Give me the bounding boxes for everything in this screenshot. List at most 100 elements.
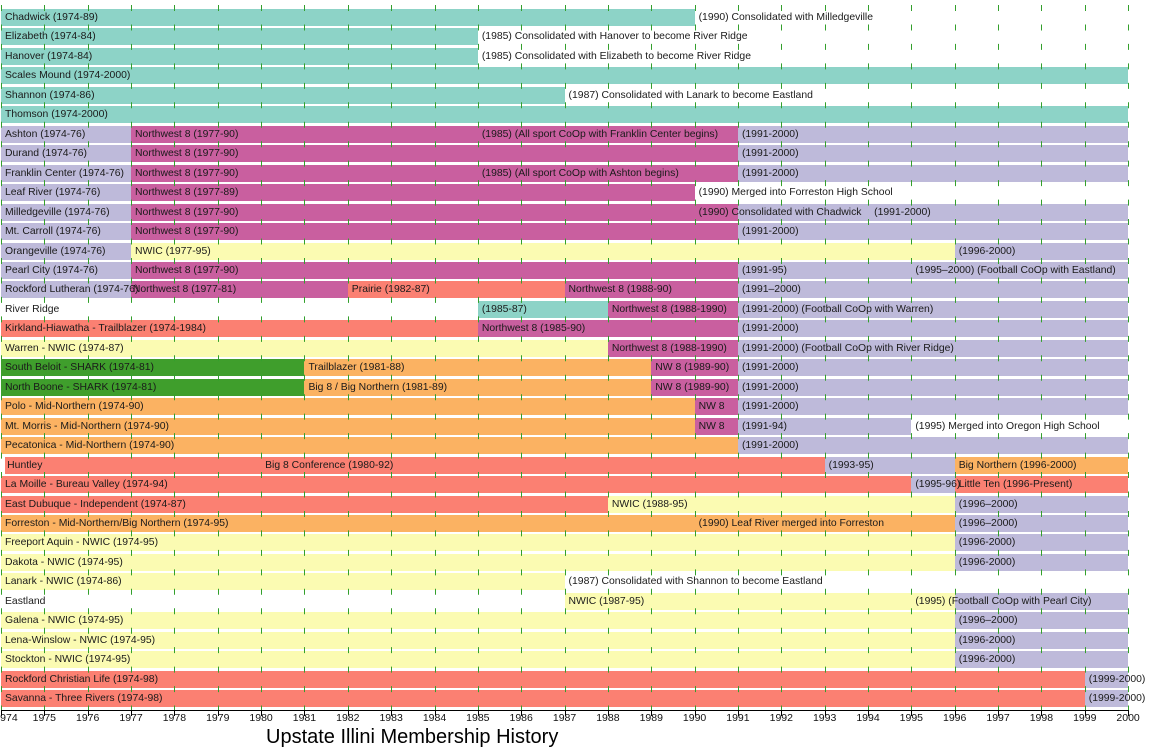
x-tick xyxy=(738,710,739,716)
timeline-bar-lavender xyxy=(737,378,1129,396)
school-label: Lanark - NWIC (1974-86) xyxy=(5,576,122,588)
period-label: Northwest 8 (1988-1990) xyxy=(611,303,727,315)
timeline-bar-teal xyxy=(1,106,1129,124)
x-tick xyxy=(1085,710,1086,716)
period-label: (1987) Consolidated with Lanark to becom… xyxy=(568,89,813,101)
x-tick xyxy=(1128,710,1129,716)
x-tick xyxy=(435,710,436,716)
timeline-bar-salmon xyxy=(1,690,1085,708)
period-label: (1996-2000) xyxy=(958,654,1016,666)
period-label: (1996-2000) xyxy=(958,634,1016,646)
period-label: (1985-87) xyxy=(481,303,527,315)
timeline-bar-lavender xyxy=(737,437,1129,455)
school-label: Rockford Christian Life (1974-98) xyxy=(5,673,159,685)
period-label: (1993-95) xyxy=(828,459,874,471)
timeline-bar-lavender xyxy=(824,456,955,474)
school-label: Ashton (1974-76) xyxy=(5,128,86,140)
x-tick-label: 1990 xyxy=(682,712,707,724)
x-tick-label: 1983 xyxy=(379,712,403,724)
period-label: (1990) Consolidated with Milledgeville xyxy=(698,12,874,23)
timeline-bar-magenta xyxy=(694,398,738,416)
period-label: (1990) Consolidated with Chadwick xyxy=(698,206,862,218)
x-tick xyxy=(825,710,826,716)
period-label: Northwest 8 (1977-89) xyxy=(135,187,239,199)
period-label: NW 8 (1989-90) xyxy=(655,381,730,393)
timeline-bar-green xyxy=(1,359,305,377)
period-label: Big Northern (1996-2000) xyxy=(958,459,1077,471)
timeline-bar-lavender xyxy=(1,125,132,143)
x-tick xyxy=(131,710,132,716)
period-label: (1985) (All sport CoOp with Franklin Cen… xyxy=(481,128,719,140)
period-label: (1991-2000) xyxy=(741,362,799,374)
timeline-bar-yellow xyxy=(131,242,955,260)
period-label: (1995) (Football CoOp with Pearl City) xyxy=(915,595,1092,607)
x-tick xyxy=(391,710,392,716)
period-label: (1991-2000) xyxy=(741,440,799,452)
school-label: Orangeville (1974-76) xyxy=(5,245,106,257)
x-tick xyxy=(911,710,912,716)
x-tick-label: 2000 xyxy=(1116,712,1140,724)
timeline-bar-lavender xyxy=(737,145,1129,163)
timeline-bar-teal xyxy=(477,300,608,318)
school-label: Galena - NWIC (1974-95) xyxy=(5,615,124,627)
x-tick-label: 1988 xyxy=(596,712,620,724)
period-label: (1999-2000) xyxy=(1088,693,1146,705)
x-tick-label: 1999 xyxy=(1073,712,1097,724)
school-label: Pearl City (1974-76) xyxy=(5,264,98,276)
x-tick xyxy=(44,710,45,716)
chart-title: Upstate Illini Membership History xyxy=(266,726,559,748)
period-label: (1991-94) xyxy=(741,420,787,432)
timeline-bar-lavender xyxy=(737,203,1129,221)
x-tick xyxy=(521,710,522,716)
school-label: Chadwick (1974-89) xyxy=(5,12,98,23)
timeline-bar-magenta xyxy=(131,281,348,299)
period-label: Northwest 8 (1988-1990) xyxy=(611,342,727,354)
timeline-bar-lavender xyxy=(1084,690,1129,708)
timeline-bar-lavender xyxy=(1,242,132,260)
period-label: (1991-2000) xyxy=(741,148,799,160)
period-label: Little Ten (1996-Present) xyxy=(958,479,1073,491)
x-tick xyxy=(1041,710,1042,716)
period-label: Northwest 8 (1977-90) xyxy=(135,148,239,160)
timeline-bar-teal xyxy=(1,86,565,104)
timeline-bar-magenta xyxy=(607,300,738,318)
x-tick-label: 1978 xyxy=(162,712,187,724)
period-label: (1996–2000) xyxy=(958,615,1018,627)
timeline-bar-teal xyxy=(1,67,1129,85)
x-tick-label: 1977 xyxy=(119,712,143,724)
timeline-bar-teal xyxy=(1,47,478,65)
school-label: South Beloit - SHARK (1974-81) xyxy=(5,362,155,374)
school-label: Warren - NWIC (1974-87) xyxy=(5,342,124,354)
school-label: Eastland xyxy=(5,595,46,607)
x-tick xyxy=(998,710,999,716)
x-tick-label: 1982 xyxy=(336,712,360,724)
timeline-bar-magenta xyxy=(607,339,738,357)
x-tick-label: 1986 xyxy=(509,712,533,724)
school-label: La Moille - Bureau Valley (1974-94) xyxy=(5,479,168,491)
x-tick-label: 1996 xyxy=(943,712,967,724)
timeline-bar-salmon xyxy=(1,476,912,494)
period-label: Northwest 8 (1977-81) xyxy=(132,284,237,296)
period-label: (1991-2000) xyxy=(741,167,799,179)
timeline-bar-lavender xyxy=(737,261,1129,279)
x-tick-label: 1984 xyxy=(422,712,447,724)
school-label: Durand (1974-76) xyxy=(5,148,88,160)
school-label: Rockford Lutheran (1974-76) xyxy=(5,284,139,296)
timeline-bar-yellow xyxy=(1,631,955,649)
period-label: (1991-2000) xyxy=(874,206,931,218)
x-tick-label: 1974 xyxy=(0,712,18,724)
period-label: Northwest 8 (1977-90) xyxy=(135,206,239,218)
x-tick xyxy=(955,710,956,716)
x-tick xyxy=(695,710,696,716)
period-label: Trailblazer (1981-88) xyxy=(308,362,405,374)
timeline-bar-salmon xyxy=(347,281,565,299)
x-tick xyxy=(261,710,262,716)
period-label: (1991-2000) xyxy=(741,323,799,335)
school-label: Elizabeth (1974-84) xyxy=(5,31,96,43)
timeline-bar-magenta xyxy=(131,223,738,241)
period-label: (1995) Merged into Oregon High School xyxy=(915,420,1100,432)
period-label: (1985) Consolidated with Hanover to beco… xyxy=(481,31,748,43)
period-label: (1991-2000) xyxy=(741,226,799,238)
timeline-bar-magenta xyxy=(131,164,738,182)
